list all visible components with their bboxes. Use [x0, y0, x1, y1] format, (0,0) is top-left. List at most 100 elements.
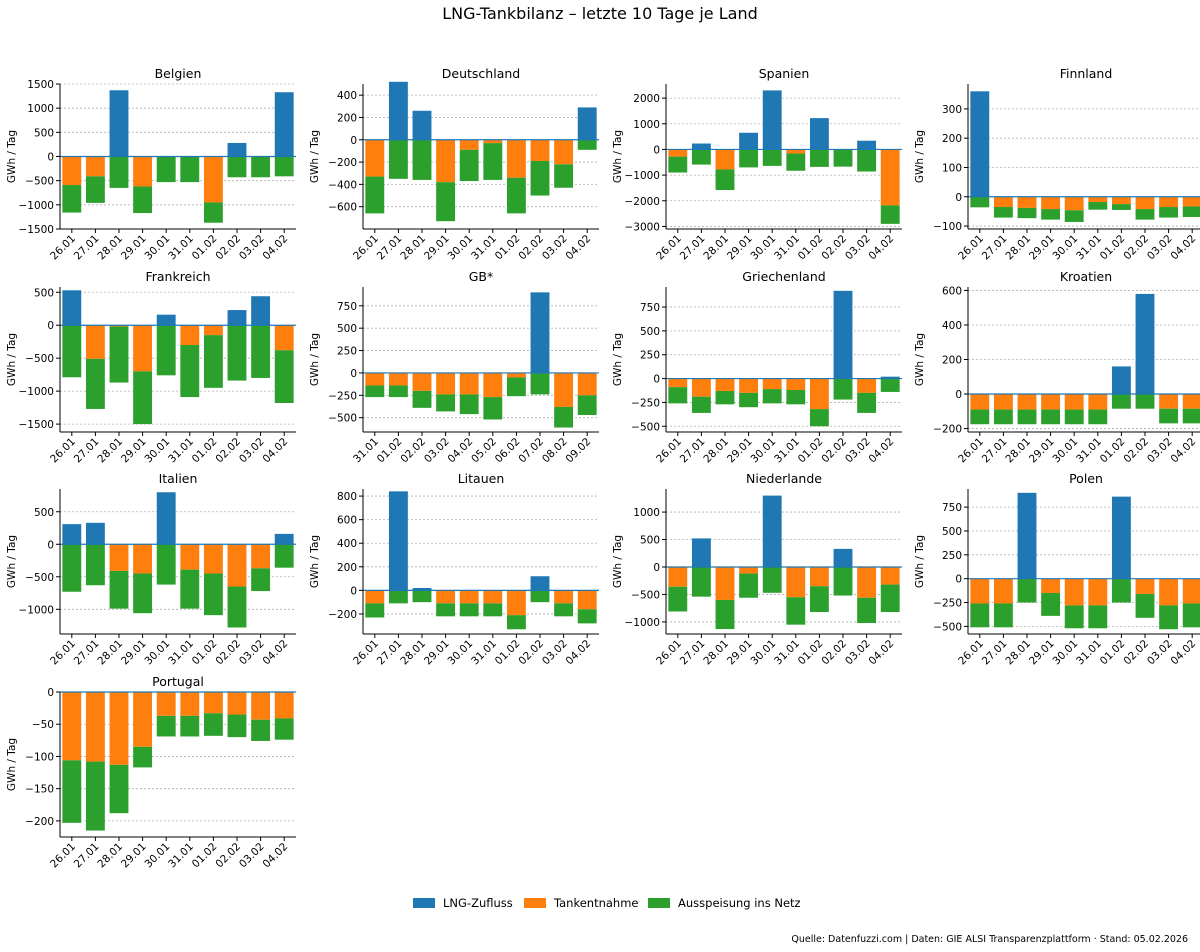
bar-sendout	[577, 395, 597, 415]
bar-withdrawal	[274, 325, 294, 351]
x-tick-label: 28.01	[95, 841, 125, 871]
bar-sendout	[180, 156, 200, 183]
x-tick-label: 03.02	[540, 638, 570, 668]
x-tick-label: 31.01	[166, 638, 196, 668]
legend-item-inflow: LNG-Zufluss	[413, 893, 513, 913]
bar-sendout	[251, 568, 271, 592]
bar-sendout	[203, 202, 223, 223]
panel-title: Deutschland	[442, 66, 520, 81]
bar-sendout	[1088, 409, 1108, 425]
x-tick-label: 30.01	[1051, 233, 1081, 263]
y-tick-label: −150	[25, 784, 54, 796]
panel-title: Polen	[1069, 471, 1103, 486]
y-tick-label: 400	[942, 320, 962, 332]
bar-withdrawal	[109, 544, 129, 571]
bar-sendout	[857, 597, 877, 624]
x-tick-label: 27.01	[980, 233, 1010, 263]
x-tick-label: 28.01	[701, 436, 731, 466]
y-axis-label: GWh / Tag	[6, 333, 18, 386]
bar-sendout	[436, 394, 456, 412]
x-tick-label: 29.01	[1027, 436, 1057, 466]
bar-inflow	[833, 548, 853, 567]
bar-withdrawal	[109, 325, 129, 327]
bar-sendout	[786, 597, 806, 625]
bar-withdrawal	[62, 692, 82, 761]
bar-withdrawal	[85, 692, 105, 762]
bar-sendout	[133, 186, 153, 214]
y-tick-label: −500	[631, 589, 660, 601]
x-tick-label: 27.01	[678, 436, 708, 466]
bar-sendout	[85, 176, 105, 203]
x-tick-label: 08.02	[540, 436, 570, 466]
x-tick-label: 02.02	[398, 436, 428, 466]
bar-withdrawal	[388, 372, 408, 386]
bar-sendout	[1041, 409, 1061, 425]
bar-withdrawal	[1041, 196, 1061, 210]
bar-sendout	[554, 603, 574, 617]
bar-inflow	[251, 296, 271, 326]
y-tick-label: 1000	[633, 507, 660, 519]
panel-polen: −500 −250 0 250 500 750 26.0127.0128.0129.0130…	[914, 471, 1200, 667]
x-tick-label: 03.02	[1145, 436, 1175, 466]
x-tick-label: 04.02	[261, 233, 291, 263]
x-tick-label: 28.01	[95, 638, 125, 668]
x-tick-label: 02.02	[819, 638, 849, 668]
x-tick-label: 26.01	[956, 436, 986, 466]
bar-sendout	[739, 573, 759, 598]
bar-inflow	[412, 110, 432, 140]
y-tick-label: 250	[942, 550, 962, 562]
x-tick-label: 02.02	[819, 233, 849, 263]
bar-sendout	[1017, 207, 1037, 219]
y-tick-label: 500	[640, 326, 660, 338]
y-tick-label: 200	[337, 562, 357, 574]
x-tick-label: 26.01	[48, 233, 78, 263]
x-tick-label: 02.02	[1121, 233, 1151, 263]
panel-title: Italien	[159, 471, 198, 486]
bar-inflow	[1111, 496, 1131, 579]
x-tick-label: 27.01	[980, 638, 1010, 668]
x-tick-label: 30.01	[446, 638, 476, 668]
y-tick-label: 0	[653, 144, 660, 156]
x-tick-label: 31.01	[469, 233, 499, 263]
bar-withdrawal	[554, 139, 574, 165]
bar-withdrawal	[133, 544, 153, 574]
x-tick-label: 28.01	[398, 638, 428, 668]
x-tick-label: 04.02	[1169, 436, 1199, 466]
bar-sendout	[1017, 409, 1037, 425]
bar-sendout	[833, 149, 853, 167]
x-tick-label: 30.01	[143, 638, 173, 668]
bar-withdrawal	[203, 544, 223, 574]
y-tick-label: 0	[653, 562, 660, 574]
y-axis-label: GWh / Tag	[309, 535, 321, 588]
bar-sendout	[970, 196, 990, 208]
bar-inflow	[156, 492, 176, 545]
bar-sendout	[227, 325, 247, 381]
panel-title: Finnland	[1060, 66, 1113, 81]
bar-sendout	[1111, 578, 1131, 603]
bar-sendout	[1041, 592, 1061, 616]
bar-withdrawal	[880, 566, 900, 585]
bar-sendout	[62, 325, 82, 378]
y-tick-label: 400	[337, 538, 357, 550]
bar-sendout	[762, 566, 782, 593]
x-tick-label: 26.01	[654, 233, 684, 263]
legend-label-sendout: Ausspeisung ins Netz	[678, 896, 801, 910]
x-tick-label: 02.02	[516, 638, 546, 668]
x-tick-label: 01.02	[1098, 436, 1128, 466]
bar-withdrawal	[227, 692, 247, 715]
x-tick-label: 04.02	[261, 638, 291, 668]
bar-withdrawal	[483, 372, 503, 398]
x-tick-label: 05.02	[469, 436, 499, 466]
y-tick-label: 0	[955, 389, 962, 401]
bar-withdrawal	[1182, 394, 1200, 409]
x-tick-label: 06.02	[493, 436, 523, 466]
x-tick-label: 04.02	[867, 638, 897, 668]
bar-sendout	[85, 761, 105, 831]
x-tick-label: 29.01	[422, 233, 452, 263]
bar-sendout	[203, 713, 223, 736]
bar-sendout	[483, 603, 503, 617]
bar-withdrawal	[1111, 196, 1131, 205]
bar-sendout	[133, 573, 153, 614]
bar-sendout	[691, 149, 711, 165]
bar-inflow	[577, 107, 597, 140]
